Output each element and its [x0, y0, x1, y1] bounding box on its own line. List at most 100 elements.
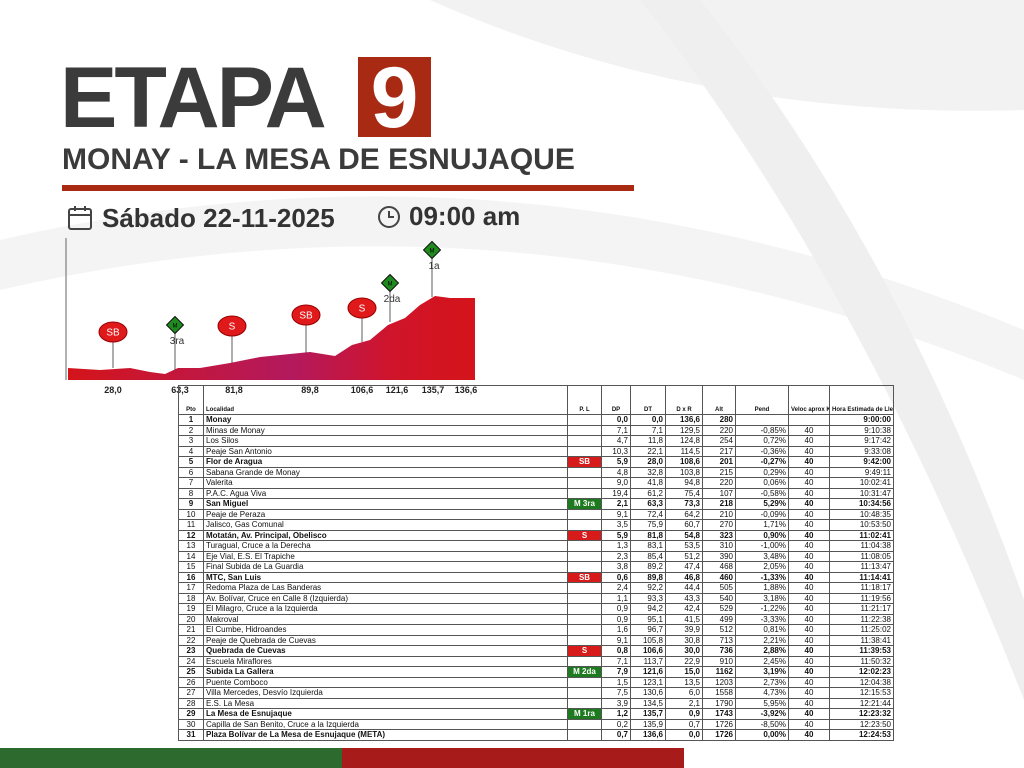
cell: 135,7 [630, 708, 666, 720]
cell [567, 613, 602, 625]
cell: 3 [178, 435, 204, 447]
stage-number: 9 [358, 55, 431, 141]
cell [567, 729, 602, 741]
column-header: Localidad [203, 385, 568, 415]
marker-symbol: S [359, 304, 366, 315]
cell: 390 [702, 550, 736, 562]
cell: 40 [788, 624, 830, 636]
cell: 11:25:02 [829, 624, 894, 636]
cell: 96,7 [630, 624, 666, 636]
cell: 220 [702, 424, 736, 436]
climb-marker [165, 315, 185, 335]
cell: 10:02:41 [829, 477, 894, 489]
table-row: 21 El Cumbe, Hidroandes 1,6 96,7 39,9 512 0,81… [178, 624, 894, 636]
cell: 73,3 [665, 498, 703, 510]
cell: 94,8 [665, 477, 703, 489]
cell: 114,5 [665, 445, 703, 457]
cell: 10:48:35 [829, 508, 894, 520]
cell: 0,7 [665, 718, 703, 730]
cell: 11:14:41 [829, 571, 894, 583]
cell: 40 [788, 424, 830, 436]
cell: 89,2 [630, 561, 666, 573]
cell: 40 [788, 687, 830, 699]
cell: 72,4 [630, 508, 666, 520]
cell: 3,9 [601, 697, 631, 709]
cell: 6,0 [665, 687, 703, 699]
cell: 40 [788, 697, 830, 709]
cell: 22 [178, 634, 204, 646]
cell: 40 [788, 603, 830, 615]
cell: 1,3 [601, 540, 631, 552]
cell: 2,3 [601, 550, 631, 562]
table-row: 4 Peaje San Antonio 10,3 22,1 114,5 217 -0,36%… [178, 445, 894, 457]
cell: 7 [178, 477, 204, 489]
cell: 30,8 [665, 634, 703, 646]
cell: 0,72% [735, 435, 789, 447]
column-header: Alt [702, 385, 736, 415]
cell [567, 466, 602, 478]
cell: 61,2 [630, 487, 666, 499]
cell: 5 [178, 456, 204, 468]
cell: 15 [178, 561, 204, 573]
cell: 108,6 [665, 456, 703, 468]
cell: 0,00% [735, 729, 789, 741]
marker-symbol: S [229, 322, 236, 333]
cell: 22,9 [665, 655, 703, 667]
cell: 512 [702, 624, 736, 636]
cell [567, 487, 602, 499]
marker-label: 1a [428, 261, 440, 272]
cell: 310 [702, 540, 736, 552]
table: Pto Localidad P. L DP DT D x R Alt Pend Veloc ap… [178, 385, 894, 741]
cell: 12:23:50 [829, 718, 894, 730]
cell: 6 [178, 466, 204, 478]
cell: 129,5 [665, 424, 703, 436]
table-row: 27 Villa Mercedes, Desvío Izquierda 7,5 130… [178, 687, 894, 699]
cell: 1558 [702, 687, 736, 699]
cell: 30,0 [665, 645, 703, 657]
cell: 9:49:11 [829, 466, 894, 478]
cell: SB [567, 571, 602, 583]
table-row: 1 Monay 0,0 0,0 136,6 280 9:00:00 [178, 414, 894, 426]
cell: 92,2 [630, 582, 666, 594]
table-row: 15 Final Subida de La Guardia 3,8 89,2 47,4 4… [178, 561, 894, 573]
cell: 40 [788, 519, 830, 531]
cell [567, 561, 602, 573]
title: ETAPA [60, 50, 327, 146]
cell: 1,2 [601, 708, 631, 720]
cell: 24 [178, 655, 204, 667]
cell: 0,0 [630, 414, 666, 426]
km-label: 28,0 [104, 385, 122, 395]
cell: 2,73% [735, 676, 789, 688]
cell [567, 477, 602, 489]
header-row: Pto Localidad P. L DP DT D x R Alt Pend Veloc ap… [178, 385, 894, 415]
cell: 505 [702, 582, 736, 594]
cell: 40 [788, 634, 830, 646]
cell: 323 [702, 529, 736, 541]
sprint-marker [347, 297, 377, 319]
cell: 46,8 [665, 571, 703, 583]
cell: 13,5 [665, 676, 703, 688]
column-header: D x R [665, 385, 703, 415]
cell: 529 [702, 603, 736, 615]
cell: 9:00:00 [829, 414, 894, 426]
cell: 3,19% [735, 666, 789, 678]
cell [567, 624, 602, 636]
cell: 220 [702, 477, 736, 489]
cell: 270 [702, 519, 736, 531]
clock-icon [378, 206, 400, 228]
cell: 468 [702, 561, 736, 573]
cell: 12:23:32 [829, 708, 894, 720]
marker-label: 3ra [170, 336, 185, 347]
cell: Turagual, Cruce a la Derecha [203, 540, 568, 552]
cell: 1,1 [601, 592, 631, 604]
cell: 31 [178, 729, 204, 741]
table-row: 6 Sabana Grande de Monay 4,8 32,8 103,8 215 0,… [178, 466, 894, 478]
cell: 5,95% [735, 697, 789, 709]
cell: 43,3 [665, 592, 703, 604]
marker-symbol: SB [106, 328, 120, 339]
cell: 12:21:44 [829, 697, 894, 709]
cell: Redoma Plaza de Las Banderas [203, 582, 568, 594]
table-row: 5 Flor de Aragua SB 5,9 28,0 108,6 201 -0,27% 40… [178, 456, 894, 468]
cell: 11:50:32 [829, 655, 894, 667]
cell: 0,9 [601, 613, 631, 625]
